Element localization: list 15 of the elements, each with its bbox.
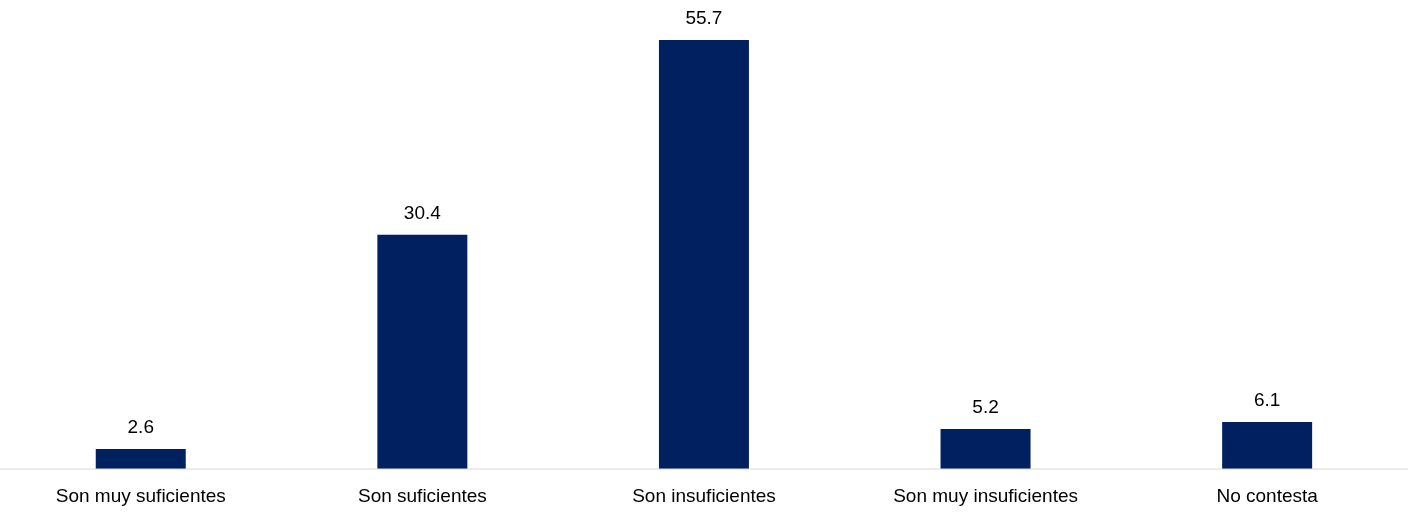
x-tick-label: No contesta [1216, 485, 1319, 507]
data-label: 55.7 [685, 7, 723, 28]
x-tick-label: Son muy suficientes [55, 485, 226, 507]
bar [377, 234, 468, 469]
bar [940, 428, 1031, 469]
data-label: 2.6 [127, 415, 154, 437]
data-label: 30.4 [403, 201, 442, 223]
data-label: 6.1 [1253, 389, 1281, 411]
bar [658, 40, 749, 469]
x-tick-label: Son muy insuficientes [893, 485, 1079, 507]
data-label: 5.2 [972, 395, 999, 417]
x-tick-label: Son insuficientes [632, 485, 776, 507]
bar [1222, 422, 1313, 469]
x-tick-label: Son suficientes [357, 485, 487, 507]
bar [95, 448, 186, 469]
